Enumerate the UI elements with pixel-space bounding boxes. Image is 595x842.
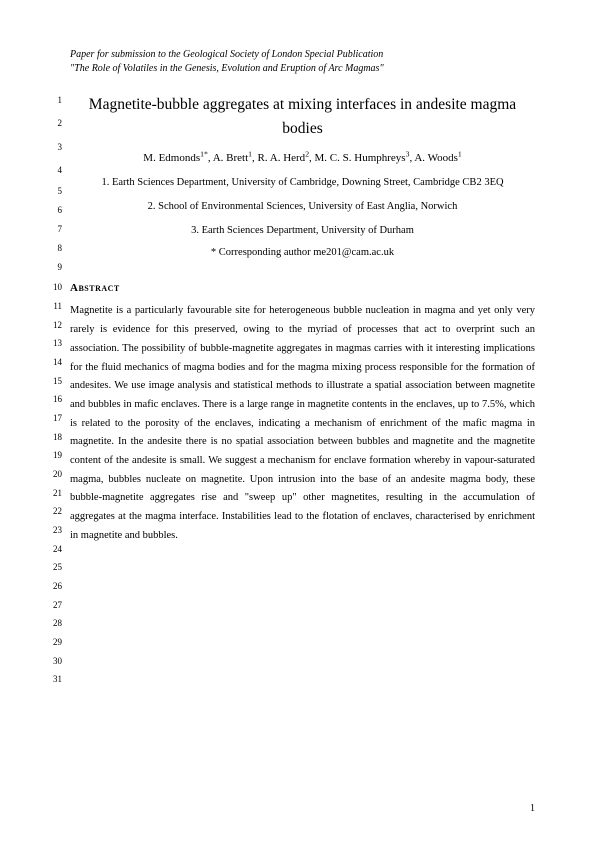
header-line-1: Paper for submission to the Geological S… xyxy=(70,48,535,62)
line-number: 26 xyxy=(48,582,62,591)
line-number: 19 xyxy=(48,451,62,460)
paper-title: Magnetite-bubble aggregates at mixing in… xyxy=(70,93,535,141)
line-number: 1 xyxy=(48,96,62,105)
page-number: 1 xyxy=(530,803,535,814)
corresponding-author: * Corresponding author me201@cam.ac.uk xyxy=(70,247,535,258)
line-number: 24 xyxy=(48,545,62,554)
manuscript-content: Magnetite-bubble aggregates at mixing in… xyxy=(70,93,535,545)
line-number: 11 xyxy=(48,302,62,311)
line-number: 27 xyxy=(48,601,62,610)
line-number: 6 xyxy=(48,206,62,215)
affiliation-1: 1. Earth Sciences Department, University… xyxy=(70,176,535,191)
line-number: 22 xyxy=(48,507,62,516)
line-number: 10 xyxy=(48,283,62,292)
author-list: M. Edmonds1*, A. Brett1, R. A. Herd2, M.… xyxy=(70,151,535,166)
line-number: 17 xyxy=(48,414,62,423)
line-number: 2 xyxy=(48,119,62,128)
line-number: 5 xyxy=(48,187,62,196)
line-number: 4 xyxy=(48,166,62,175)
line-number: 14 xyxy=(48,358,62,367)
line-number: 28 xyxy=(48,619,62,628)
line-number: 15 xyxy=(48,377,62,386)
affiliation-2: 2. School of Environmental Sciences, Uni… xyxy=(70,200,535,215)
submission-header: Paper for submission to the Geological S… xyxy=(70,48,535,75)
abstract-text: Magnetite is a particularly favourable s… xyxy=(70,302,535,545)
line-number: 7 xyxy=(48,225,62,234)
line-number: 30 xyxy=(48,657,62,666)
line-number: 23 xyxy=(48,526,62,535)
header-line-2: "The Role of Volatiles in the Genesis, E… xyxy=(70,62,535,76)
line-number: 18 xyxy=(48,433,62,442)
line-number: 16 xyxy=(48,395,62,404)
line-number: 8 xyxy=(48,244,62,253)
line-number: 9 xyxy=(48,263,62,272)
line-number: 20 xyxy=(48,470,62,479)
affiliation-3: 3. Earth Sciences Department, University… xyxy=(70,224,535,239)
line-number: 3 xyxy=(48,143,62,152)
line-number: 12 xyxy=(48,321,62,330)
line-number: 25 xyxy=(48,563,62,572)
line-number: 21 xyxy=(48,489,62,498)
abstract-heading: Abstract xyxy=(70,282,535,294)
line-number: 31 xyxy=(48,675,62,684)
line-number: 29 xyxy=(48,638,62,647)
line-number: 13 xyxy=(48,339,62,348)
